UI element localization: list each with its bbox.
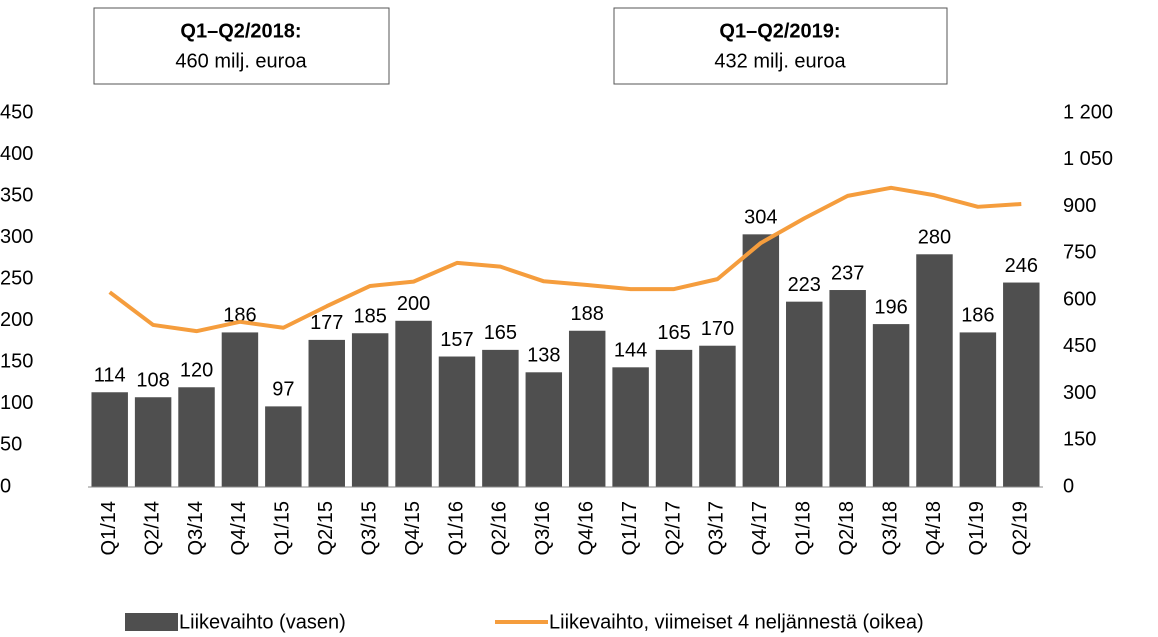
x-tick-label: Q3/14 bbox=[185, 501, 207, 555]
y-tick-label: 300 bbox=[0, 226, 33, 248]
annotation-title: Q1–Q2/2019: bbox=[719, 20, 840, 42]
bar bbox=[308, 339, 345, 487]
x-tick-label: Q4/14 bbox=[228, 501, 250, 555]
x-tick-label: Q2/16 bbox=[489, 501, 511, 555]
y2-tick-label: 1 200 bbox=[1063, 101, 1113, 123]
bar bbox=[568, 330, 606, 487]
x-tick-label: Q1/15 bbox=[272, 501, 294, 555]
bar bbox=[699, 345, 736, 487]
x-tick-label: Q3/17 bbox=[706, 501, 728, 555]
bar bbox=[221, 332, 259, 487]
annotation-text: 460 milj. euroa bbox=[175, 50, 307, 72]
x-tick-label: Q3/15 bbox=[358, 501, 380, 555]
data-label: 165 bbox=[657, 322, 690, 344]
y-tick-label: 400 bbox=[0, 143, 33, 165]
data-label: 138 bbox=[527, 345, 560, 367]
x-tick-label: Q2/19 bbox=[1010, 501, 1032, 555]
x-tick-label: Q1/19 bbox=[966, 501, 988, 555]
bar bbox=[655, 349, 693, 487]
y2-tick-label: 900 bbox=[1063, 195, 1096, 217]
annotation-title: Q1–Q2/2018: bbox=[180, 20, 301, 42]
data-label: 246 bbox=[1005, 255, 1038, 277]
y-tick-label: 200 bbox=[0, 309, 33, 331]
x-tick-label: Q2/15 bbox=[315, 501, 337, 555]
data-label: 188 bbox=[571, 303, 604, 325]
y-tick-label: 100 bbox=[0, 392, 33, 414]
data-label: 144 bbox=[614, 340, 647, 362]
data-label: 114 bbox=[94, 365, 126, 387]
bar bbox=[438, 356, 476, 487]
bar bbox=[786, 301, 823, 487]
y-tick-label: 450 bbox=[0, 101, 33, 123]
x-tick-label: Q2/14 bbox=[141, 501, 163, 555]
x-tick-label: Q1/14 bbox=[98, 501, 120, 555]
legend-label: Liikevaihto (vasen) bbox=[179, 611, 346, 633]
bar bbox=[265, 406, 302, 487]
data-label: 157 bbox=[440, 329, 473, 351]
bar bbox=[612, 367, 649, 487]
bar bbox=[742, 234, 780, 487]
annotation-box bbox=[93, 7, 390, 85]
bar bbox=[91, 392, 128, 487]
y-tick-label: 250 bbox=[0, 268, 33, 290]
data-label: 280 bbox=[918, 227, 951, 249]
x-tick-label: Q4/15 bbox=[402, 501, 424, 555]
y-tick-label: 350 bbox=[0, 184, 33, 206]
bar bbox=[134, 397, 172, 487]
data-label: 177 bbox=[310, 312, 343, 334]
data-label: 196 bbox=[874, 296, 907, 318]
bar bbox=[178, 387, 215, 487]
annotation-box bbox=[613, 7, 948, 85]
data-label: 200 bbox=[397, 293, 430, 315]
x-tick-label: Q1/16 bbox=[445, 501, 467, 555]
data-label: 237 bbox=[831, 262, 864, 284]
data-label: 185 bbox=[353, 306, 386, 328]
y-tick-label: 50 bbox=[0, 434, 22, 456]
x-tick-label: Q4/17 bbox=[749, 501, 771, 555]
y2-tick-label: 450 bbox=[1063, 335, 1096, 357]
y-tick-label: 150 bbox=[0, 351, 33, 373]
data-label: 170 bbox=[701, 318, 734, 340]
bar bbox=[959, 332, 997, 487]
x-tick-label: Q2/17 bbox=[662, 501, 684, 555]
x-tick-label: Q1/18 bbox=[793, 501, 815, 555]
bar bbox=[916, 254, 953, 487]
y2-tick-label: 750 bbox=[1063, 242, 1096, 264]
y2-tick-label: 600 bbox=[1063, 288, 1096, 310]
x-tick-label: Q1/17 bbox=[619, 501, 641, 555]
x-tick-label: Q2/18 bbox=[836, 501, 858, 555]
data-label: 165 bbox=[484, 322, 517, 344]
x-tick-label: Q3/18 bbox=[879, 501, 901, 555]
y2-tick-label: 150 bbox=[1063, 429, 1096, 451]
bar bbox=[351, 333, 389, 487]
y2-tick-label: 0 bbox=[1063, 475, 1074, 497]
bar bbox=[872, 324, 910, 487]
bar bbox=[395, 320, 432, 487]
y-tick-label: 0 bbox=[0, 475, 11, 497]
line bbox=[108, 185, 1022, 334]
x-tick-label: Q3/16 bbox=[532, 501, 554, 555]
data-label: 97 bbox=[272, 379, 294, 401]
bar bbox=[482, 349, 519, 487]
bar bbox=[525, 372, 563, 487]
x-tick-label: Q4/18 bbox=[923, 501, 945, 555]
bar bbox=[829, 290, 866, 487]
x-tick-label: Q4/16 bbox=[575, 501, 597, 555]
y2-tick-label: 300 bbox=[1063, 382, 1096, 404]
data-label: 120 bbox=[180, 360, 213, 382]
bar bbox=[1003, 282, 1040, 487]
data-label: 108 bbox=[136, 370, 169, 392]
data-label: 304 bbox=[744, 207, 777, 229]
data-label: 186 bbox=[961, 305, 994, 327]
annotation-text: 432 milj. euroa bbox=[714, 50, 846, 72]
data-label: 223 bbox=[788, 274, 821, 296]
legend-label: Liikevaihto, viimeiset 4 neljännestä (oi… bbox=[549, 611, 924, 633]
y2-tick-label: 1 050 bbox=[1063, 148, 1113, 170]
legend-swatch bbox=[125, 613, 178, 631]
